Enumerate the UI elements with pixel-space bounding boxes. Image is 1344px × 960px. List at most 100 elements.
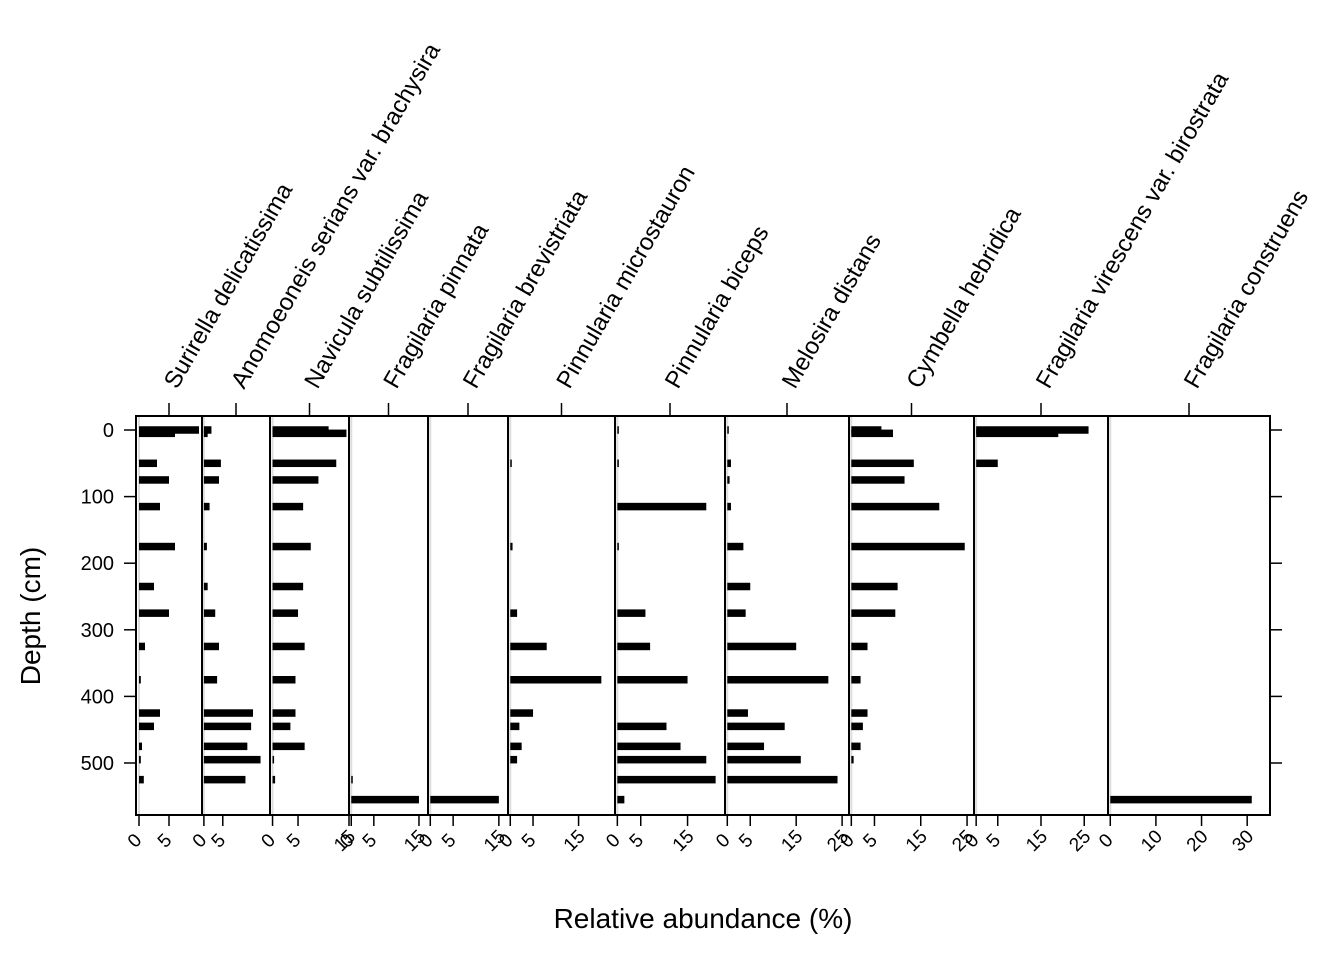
x-tick-label: 25 <box>1065 826 1095 856</box>
bar <box>139 742 142 751</box>
y-axis-label: Depth (cm) <box>15 547 46 685</box>
bar <box>851 476 905 484</box>
x-tick-label: 5 <box>283 830 305 852</box>
bar <box>139 459 157 468</box>
bar <box>1110 795 1252 804</box>
bar <box>851 755 854 764</box>
x-tick-label: 5 <box>359 830 381 852</box>
bar <box>203 642 219 651</box>
x-tick-label: 5 <box>518 830 540 852</box>
x-tick-label: 5 <box>154 830 176 852</box>
bar <box>272 476 319 484</box>
bar <box>617 722 667 731</box>
taxon-name: Pinnularia biceps <box>660 221 775 393</box>
bar <box>139 476 169 484</box>
x-tick-label: 15 <box>560 826 590 856</box>
y-tick-label: 500 <box>81 753 114 775</box>
x-tick-label: 5 <box>859 830 881 852</box>
bar <box>851 502 940 511</box>
bar <box>976 459 998 468</box>
bar <box>510 709 534 717</box>
x-tick-label: 5 <box>438 830 460 852</box>
bar <box>617 795 625 804</box>
bar <box>617 609 646 617</box>
bar <box>139 609 169 617</box>
y-tick-label: 0 <box>103 420 114 442</box>
bar <box>272 775 276 784</box>
x-tick-label: 5 <box>983 830 1005 852</box>
bar <box>139 755 141 764</box>
bar <box>203 742 248 751</box>
bar <box>851 609 896 617</box>
y-tick-label: 200 <box>81 553 114 575</box>
panel-fragilaria-construens: 0 10 20 30 Fragilaria construens <box>1095 185 1314 856</box>
bar <box>617 459 619 468</box>
bar <box>510 542 513 551</box>
y-tick-label: 100 <box>81 487 114 509</box>
bar <box>139 775 144 784</box>
bar <box>510 609 518 617</box>
taxon-name: Fragilaria construens <box>1179 185 1314 393</box>
bar <box>351 795 419 804</box>
taxon-name: Surirella delicatissima <box>159 178 299 393</box>
x-tick-label: 0 <box>602 830 624 852</box>
bar <box>203 476 219 484</box>
bar <box>203 542 207 551</box>
bar <box>727 426 729 434</box>
bar <box>617 676 688 684</box>
x-tick-label: 0 <box>1095 830 1117 852</box>
x-tick-label: 15 <box>902 826 932 856</box>
bar <box>203 459 221 468</box>
bar <box>851 709 868 717</box>
bar <box>727 742 765 751</box>
bar <box>203 609 216 617</box>
bar <box>617 426 619 434</box>
x-tick-label: 0 <box>712 830 734 852</box>
y-tick-label: 400 <box>81 686 114 708</box>
x-axis-label: Relative abundance (%) <box>554 903 853 934</box>
bar <box>727 642 797 651</box>
bar <box>272 609 299 617</box>
bar <box>617 755 707 764</box>
x-tick-label: 5 <box>735 830 757 852</box>
bar <box>727 476 730 484</box>
x-tick-label: 20 <box>1183 826 1213 856</box>
bar <box>139 642 145 651</box>
bar <box>851 722 863 731</box>
taxon-name: Melosira distans <box>777 229 887 393</box>
x-tick-label: 0 <box>189 830 211 852</box>
bar <box>203 755 261 764</box>
plot-frame <box>135 415 1271 816</box>
bar <box>617 642 651 651</box>
bar <box>272 755 275 764</box>
bar <box>851 642 868 651</box>
bar <box>617 742 681 751</box>
bar <box>272 542 311 551</box>
bar <box>272 459 337 468</box>
bar <box>727 676 829 684</box>
y-tick-label: 300 <box>81 620 114 642</box>
bar <box>203 676 218 684</box>
x-tick-label: 0 <box>124 830 146 852</box>
bar <box>272 709 296 717</box>
bar <box>727 609 746 617</box>
bar <box>510 722 520 731</box>
bar <box>203 429 208 438</box>
bar <box>272 582 304 591</box>
bar <box>139 429 175 438</box>
bar <box>851 459 914 468</box>
bar <box>203 502 210 511</box>
x-tick-label: 5 <box>626 830 648 852</box>
bar <box>272 676 296 684</box>
bar <box>203 775 246 784</box>
bar <box>851 429 893 438</box>
bar <box>510 459 512 468</box>
bar <box>510 642 547 651</box>
x-tick-label: 15 <box>777 826 807 856</box>
bar <box>272 642 305 651</box>
